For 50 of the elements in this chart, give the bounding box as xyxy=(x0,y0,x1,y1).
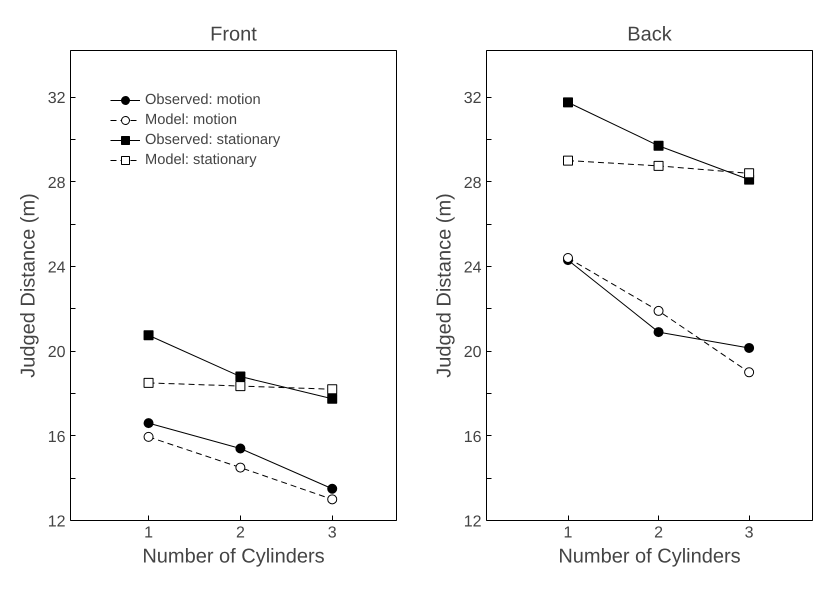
point xyxy=(144,432,154,442)
point xyxy=(744,367,754,378)
x-tick-label: 2 xyxy=(236,524,245,542)
x-axis-title: Number of Cylinders xyxy=(142,546,325,568)
point xyxy=(235,444,246,454)
legend-label: Model: stationary xyxy=(145,152,257,168)
y-tick-label: 20 xyxy=(464,344,482,362)
x-tick-label: 3 xyxy=(744,524,754,542)
y-axis-title: Judged Distance (m) xyxy=(434,193,456,378)
y-tick-label: 16 xyxy=(464,428,482,446)
point xyxy=(144,418,154,428)
y-tick-label: 20 xyxy=(48,344,66,362)
x-tick-label: 3 xyxy=(328,524,337,542)
chart-title: Back xyxy=(627,24,673,46)
point xyxy=(144,378,154,388)
chart-title: Front xyxy=(210,24,258,46)
legend-label: Model: motion xyxy=(145,112,238,128)
x-tick-label: 1 xyxy=(564,524,573,542)
point xyxy=(563,252,573,263)
point xyxy=(235,381,246,392)
y-tick-label: 16 xyxy=(48,428,66,446)
legend-label: Observed: stationary xyxy=(145,132,280,148)
y-axis-title: Judged Distance (m) xyxy=(18,193,40,378)
x-tick-label: 1 xyxy=(144,524,154,542)
point xyxy=(144,330,154,340)
legend-label: Observed: motion xyxy=(145,92,261,108)
y-tick-label: 24 xyxy=(464,259,482,276)
point xyxy=(327,494,338,504)
point xyxy=(327,484,338,494)
y-tick-label: 12 xyxy=(48,514,66,530)
point xyxy=(235,372,246,382)
y-tick-label: 28 xyxy=(48,174,66,192)
point xyxy=(744,342,754,353)
y-tick-label: 28 xyxy=(464,174,482,192)
point xyxy=(654,306,664,316)
x-tick-label: 2 xyxy=(654,524,664,542)
y-tick-label: 12 xyxy=(464,514,482,530)
point xyxy=(235,462,246,473)
point xyxy=(327,384,338,394)
y-tick-label: 32 xyxy=(48,90,66,108)
point xyxy=(654,160,664,171)
point xyxy=(563,97,573,108)
point xyxy=(654,140,664,151)
point xyxy=(744,168,754,178)
y-tick-label: 32 xyxy=(464,90,482,108)
point xyxy=(327,394,338,404)
point xyxy=(563,156,573,166)
point xyxy=(654,327,664,338)
x-axis-title: Number of Cylinders xyxy=(558,546,741,568)
y-tick-label: 24 xyxy=(48,259,66,276)
